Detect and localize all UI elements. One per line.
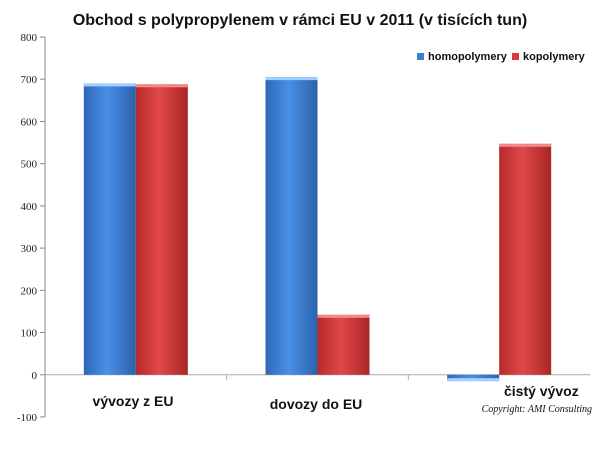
bar-homopolymery	[83, 83, 136, 375]
copyright-note: Copyright: AMI Consulting	[482, 404, 592, 415]
category-label: dovozy do EU	[270, 396, 363, 412]
category-label: vývozy z EU	[93, 393, 174, 409]
bar-highlight-homopolymery	[83, 83, 136, 87]
legend-swatch-kopolymery	[512, 53, 519, 60]
y-tick-label: 500	[21, 159, 38, 171]
chart-title: Obchod s polypropylenem v rámci EU v 201…	[73, 12, 527, 29]
bar-highlight-kopolymery	[317, 314, 370, 318]
y-tick-label: 300	[21, 243, 38, 255]
bar-kopolymery	[135, 84, 188, 375]
y-tick-label: 200	[21, 285, 38, 297]
bar-kopolymery	[499, 143, 552, 375]
legend-label-homopolymery: homopolymery	[428, 51, 508, 63]
y-tick-label: 400	[21, 201, 38, 213]
y-tick-label: -100	[17, 412, 38, 424]
labels-layer: vývozy z EU dovozy do EU čistý vývoz	[93, 383, 579, 412]
bar-homopolymery	[265, 77, 318, 375]
y-tick-label: 700	[21, 74, 38, 86]
y-tick-label: 800	[21, 32, 38, 44]
y-tick-label: 0	[32, 370, 38, 382]
legend: homopolymery kopolymery	[417, 51, 586, 63]
bar-highlight-homopolymery	[447, 378, 500, 382]
y-tick-label: 100	[21, 328, 38, 340]
bar-highlight-kopolymery	[499, 143, 552, 147]
legend-label-kopolymery: kopolymery	[523, 51, 586, 63]
bar-homopolymery	[447, 374, 500, 382]
bar-kopolymery	[317, 314, 370, 375]
bars-layer	[83, 77, 552, 382]
legend-swatch-homopolymery	[417, 53, 424, 60]
bar-highlight-kopolymery	[135, 84, 188, 88]
bar-highlight-homopolymery	[265, 77, 318, 81]
category-label: čistý vývoz	[504, 383, 579, 399]
y-tick-label: 600	[21, 116, 38, 128]
